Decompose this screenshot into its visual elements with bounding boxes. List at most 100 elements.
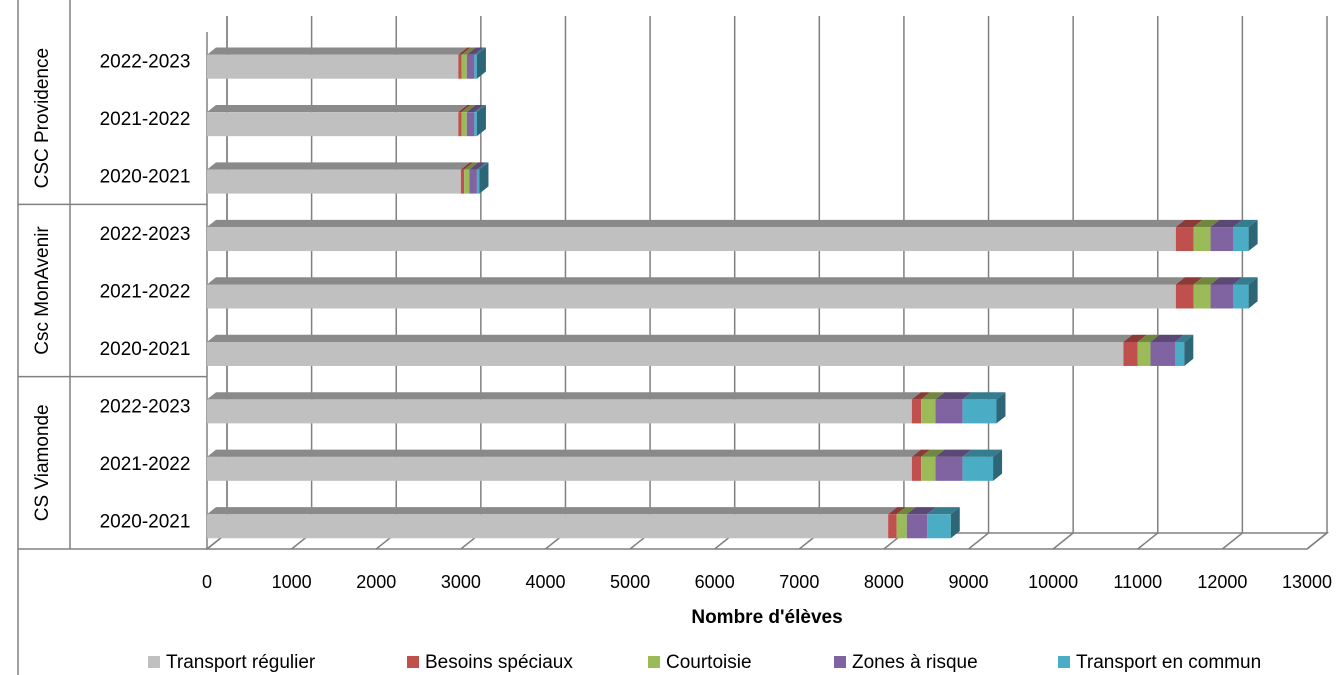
- bar-segment: [207, 514, 889, 539]
- category-label: 2020-2021: [100, 339, 191, 360]
- bar-segment-side: [479, 162, 489, 194]
- category-label: 2021-2022: [100, 454, 191, 475]
- bar-segment: [461, 54, 467, 79]
- gridline: [1306, 16, 1328, 550]
- bar-segment-side: [476, 47, 486, 79]
- bar-segment: [1233, 284, 1249, 309]
- bar-segment-top: [474, 47, 486, 55]
- x-tick-label: 5000: [610, 572, 650, 592]
- bar-segment: [458, 54, 462, 79]
- category-label: 2022-2023: [100, 396, 191, 417]
- bar-segment-top: [207, 449, 921, 457]
- gridline: [1221, 16, 1244, 550]
- category-label: 2022-2023: [100, 224, 191, 245]
- group-label: CS Viamonde: [32, 404, 53, 521]
- bar-segment-top: [1175, 334, 1194, 342]
- bar-segment-top: [1175, 277, 1203, 285]
- bar-segment: [207, 169, 461, 194]
- bar-segment: [911, 399, 922, 424]
- bar-segment: [474, 112, 477, 137]
- bar-segment-top: [962, 449, 1003, 457]
- bar-segment-top: [207, 334, 1133, 342]
- x-tick-label: 6000: [695, 572, 735, 592]
- bar-segment: [896, 514, 907, 539]
- x-tick-label: 7000: [779, 572, 819, 592]
- bar-segment: [1137, 341, 1151, 366]
- bar-segment-top: [207, 47, 468, 55]
- bar-group: [207, 219, 1258, 252]
- bar-segment-side: [1248, 219, 1258, 252]
- x-tick-label: 0: [202, 572, 212, 592]
- category-labels: 2020-2021 2021-2022 2022-2023 2020-2021 2021…: [100, 52, 191, 533]
- x-tick-label: 9000: [949, 572, 989, 592]
- bar-segment-side: [1184, 334, 1194, 366]
- bar-segment-top: [476, 162, 489, 170]
- bar-segment-top: [461, 104, 476, 113]
- x-tick-label: 8000: [864, 572, 904, 592]
- bar-segment-side: [996, 392, 1006, 424]
- bar-segment: [464, 169, 470, 194]
- bar-segment: [962, 456, 994, 481]
- bar-segment-top: [466, 104, 484, 113]
- category-label: 2020-2021: [100, 167, 191, 188]
- bar-segment-top: [921, 392, 945, 400]
- x-tick-labels: 0 1000 2000 3000 4000 5000 6000 7000 8000 9000 100…: [202, 572, 1332, 592]
- bar-segment-top: [896, 507, 916, 515]
- bar-segment-top: [888, 507, 906, 515]
- bar-group: [207, 104, 486, 137]
- bar-segment-top: [1210, 219, 1243, 228]
- category-label: 2021-2022: [100, 282, 191, 303]
- x-tick-label: 11000: [1113, 572, 1162, 592]
- bar-segment-top: [935, 392, 972, 400]
- bar-group: [207, 507, 960, 539]
- bar-segment: [466, 112, 475, 137]
- bar-segment: [935, 456, 963, 481]
- x-tick-label: 1000: [272, 572, 312, 592]
- bar-segment-top: [1233, 219, 1258, 228]
- bar-segment-side: [950, 507, 960, 539]
- bar-group: [207, 334, 1194, 366]
- bar-segment: [921, 399, 936, 424]
- x-tick-label: 10000: [1028, 572, 1078, 592]
- x-tick-label: 4000: [525, 572, 565, 592]
- gridline: [1052, 16, 1074, 550]
- bar-segment: [1193, 227, 1211, 252]
- bar-group: [207, 277, 1258, 309]
- bar-segment: [207, 399, 912, 424]
- bar-segment-top: [207, 392, 921, 400]
- bar-segment: [207, 112, 459, 137]
- bar-segment-top: [458, 104, 471, 113]
- bar-segment: [906, 514, 928, 539]
- x-tick-label: 2000: [356, 572, 396, 592]
- bar-segment: [460, 169, 465, 194]
- bar-segment-top: [1175, 219, 1203, 228]
- bar-segment-top: [1193, 277, 1220, 285]
- bar-segment: [469, 169, 477, 194]
- bar-segment: [461, 112, 467, 137]
- legend-label: Besoins spéciaux: [425, 652, 573, 673]
- legend-label: Transport en commun: [1076, 652, 1261, 673]
- bar-segment: [466, 54, 475, 79]
- bar-segment-top: [207, 162, 470, 170]
- bar-segment: [1150, 341, 1175, 366]
- bar-segment: [921, 456, 936, 481]
- bar-segment-top: [911, 392, 931, 400]
- bar-segment: [458, 112, 462, 137]
- legend-swatch: [148, 656, 160, 668]
- legend-label: Courtoisie: [666, 652, 752, 673]
- bar-segment-top: [207, 104, 468, 113]
- bar-segment-top: [464, 162, 479, 170]
- bar-segment: [962, 399, 997, 424]
- bar-segment-side: [476, 104, 486, 137]
- bar-segment: [474, 54, 477, 79]
- bar-segment: [207, 284, 1176, 309]
- bar-segment: [935, 399, 963, 424]
- bar-group: [207, 162, 489, 194]
- bar-segment-top: [1137, 334, 1160, 342]
- group-label: Csc MonAvenir: [32, 226, 53, 355]
- bar-segment-top: [207, 507, 898, 515]
- bar-group: [207, 392, 1006, 424]
- bar-segment: [911, 456, 922, 481]
- bar-segment: [1175, 284, 1194, 309]
- legend-label: Zones à risque: [852, 652, 978, 673]
